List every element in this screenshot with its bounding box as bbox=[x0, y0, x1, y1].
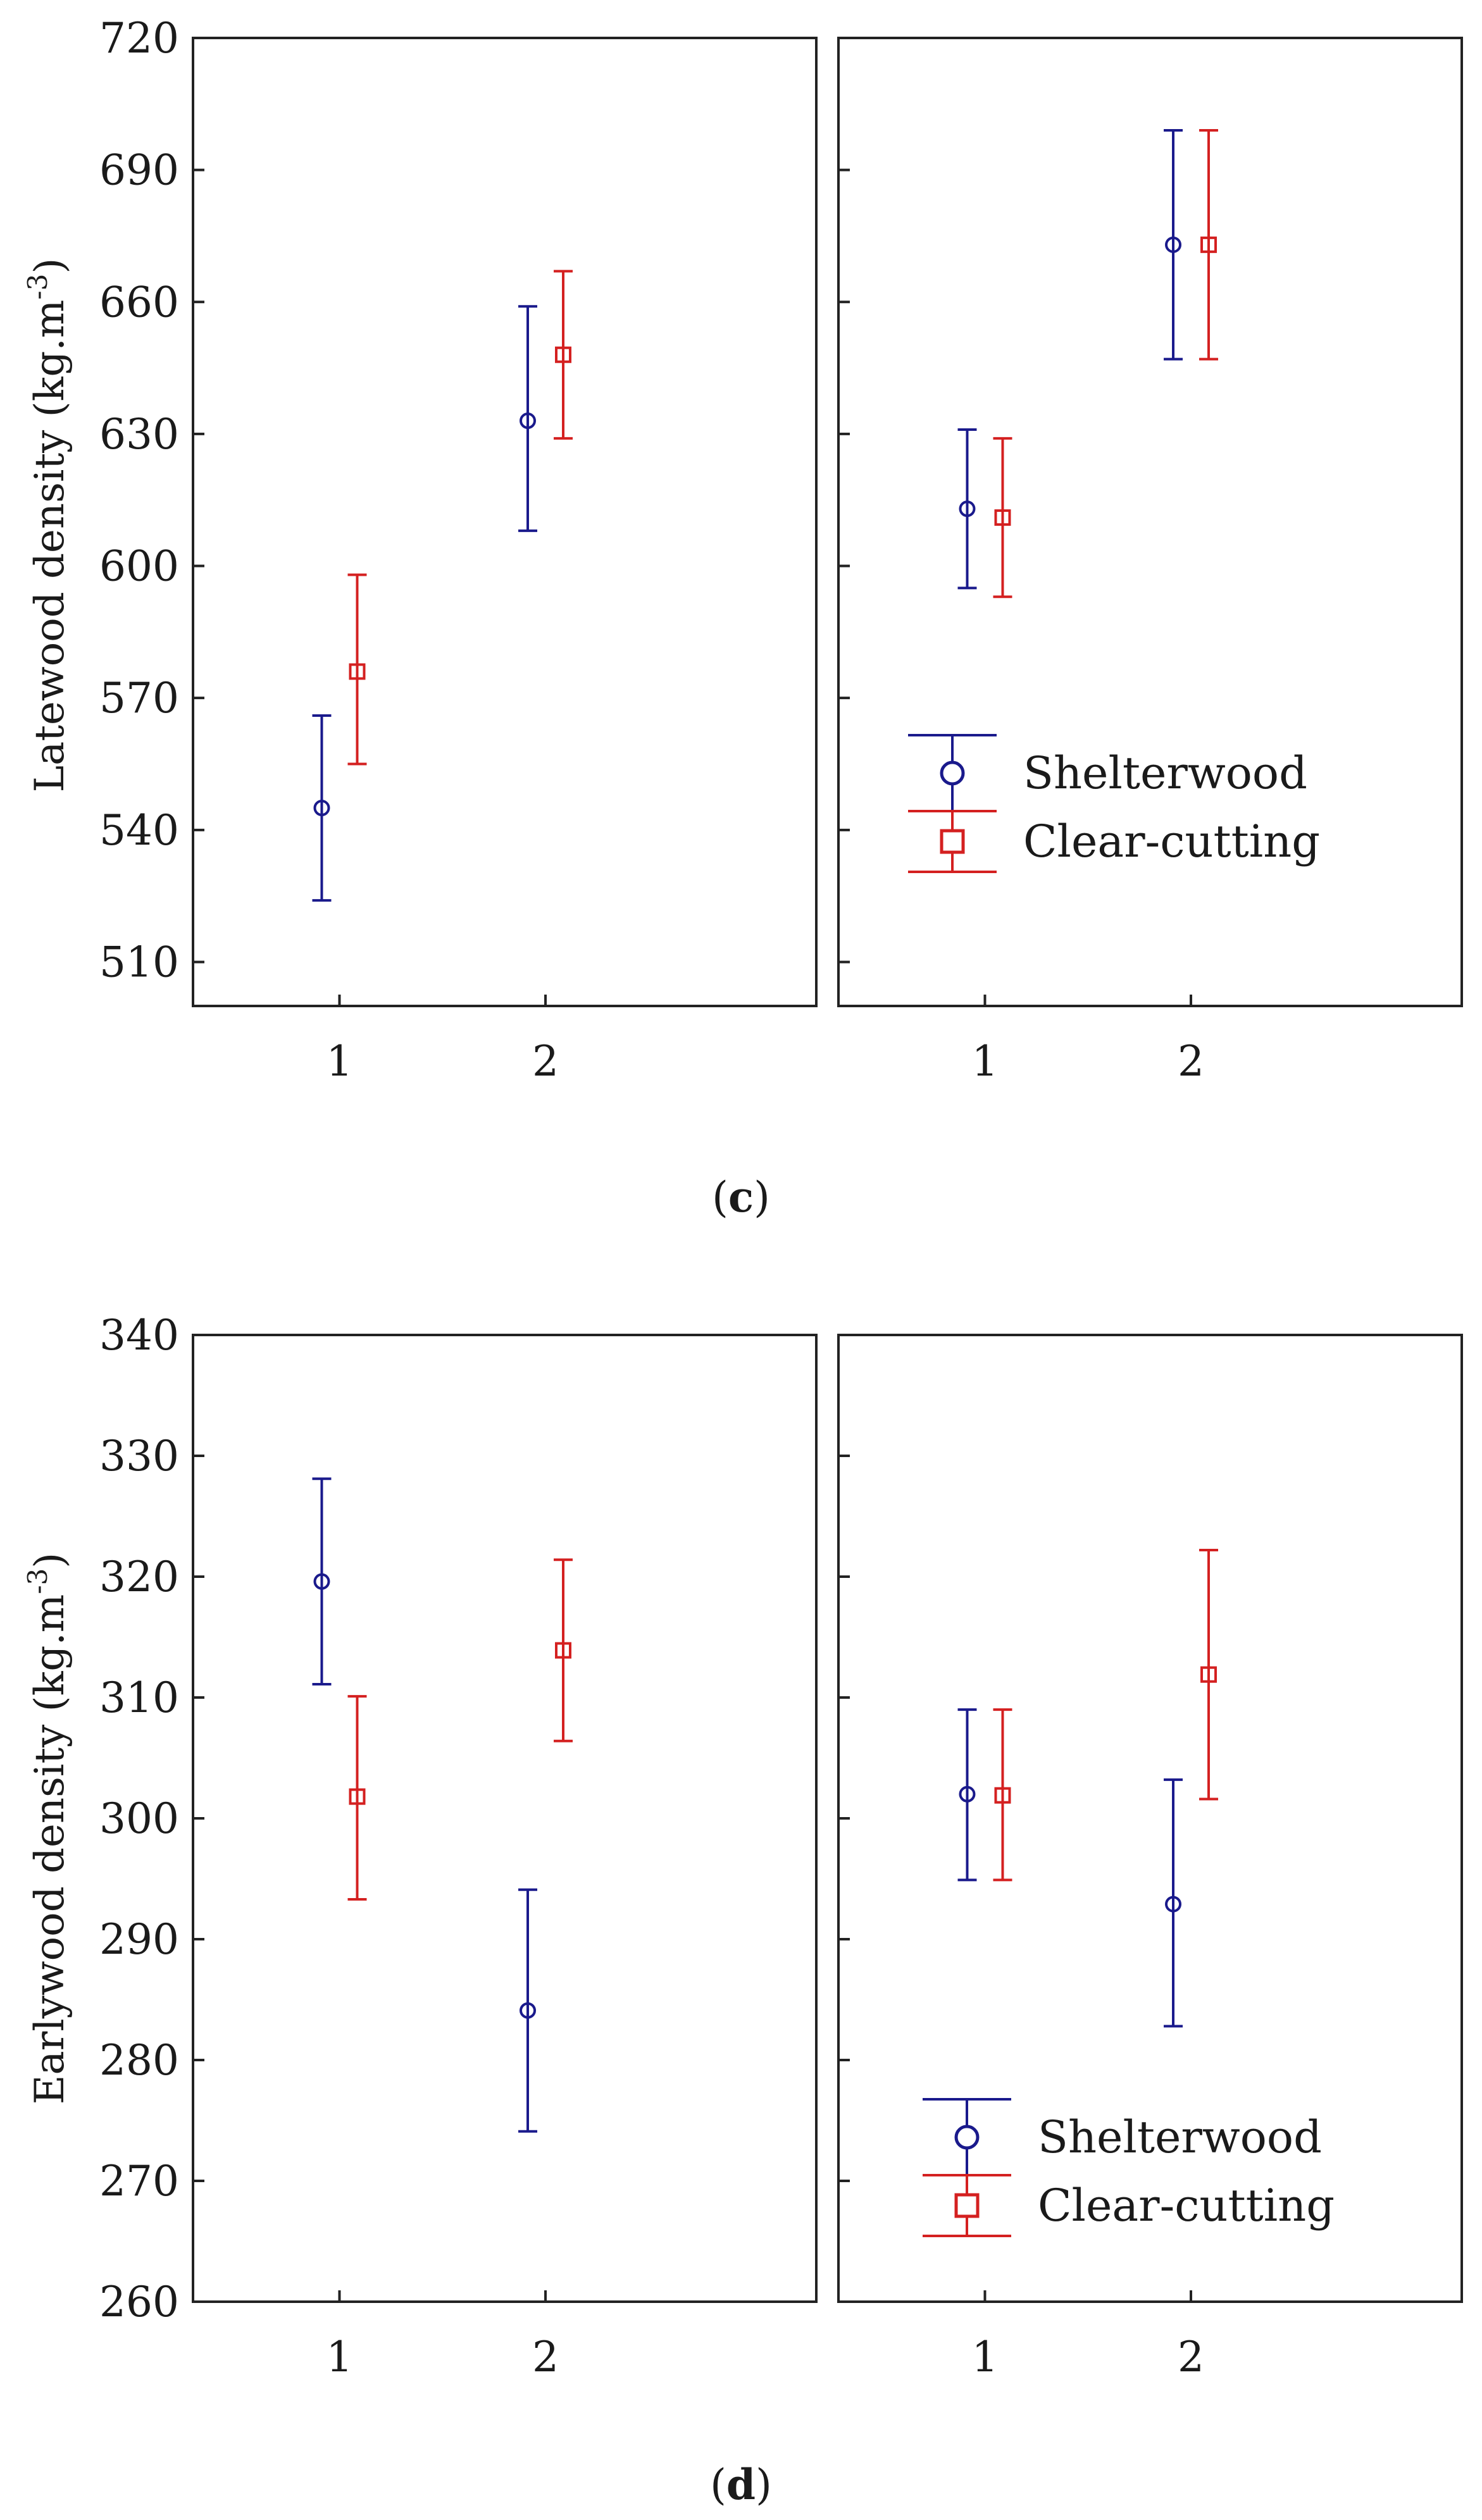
subplot-c-left: 510 540 570 600 630 660 690 720 1 2 bbox=[99, 14, 818, 1086]
y-tick-label: 280 bbox=[99, 2036, 179, 2085]
shelterwood-point bbox=[959, 1785, 976, 1803]
x-tick-label: 2 bbox=[1178, 2333, 1204, 2381]
legend-entry-shelterwood: Shelterwood bbox=[923, 2098, 1322, 2176]
clear-cutting-point bbox=[349, 1788, 366, 1805]
y-tick-label: 310 bbox=[99, 1673, 179, 1722]
plot-frame bbox=[837, 37, 1463, 1007]
legend-label-clear-cutting: Clear-cutting bbox=[1023, 816, 1320, 867]
clear-cutting-point bbox=[1200, 1666, 1217, 1683]
shelterwood-errorbar bbox=[1164, 129, 1183, 361]
plot-frame bbox=[192, 37, 818, 1007]
y-tick-label: 270 bbox=[99, 2157, 179, 2206]
y-tick-label: 510 bbox=[99, 938, 179, 986]
legend-marker-square bbox=[940, 829, 965, 854]
clear-cutting-point bbox=[555, 1642, 572, 1659]
clear-cutting-point bbox=[1200, 236, 1217, 253]
clear-cutting-errorbar bbox=[993, 437, 1012, 599]
clear-cutting-errorbar bbox=[347, 1695, 367, 1901]
shelterwood-errorbar bbox=[518, 1888, 538, 2133]
legend-d: Shelterwood Clear-cutting bbox=[923, 2098, 1335, 2237]
legend-label-shelterwood: Shelterwood bbox=[1023, 747, 1307, 799]
x-tick-label: 2 bbox=[1178, 1037, 1204, 1086]
legend-c: Shelterwood Clear-cutting bbox=[908, 734, 1320, 873]
y-axis-label-c: Latewood density (kg.m-3) bbox=[22, 258, 73, 793]
shelterwood-point bbox=[520, 2002, 537, 2019]
panel-label-d: (d) bbox=[710, 2460, 772, 2509]
y-tick-label: 570 bbox=[99, 674, 179, 723]
shelterwood-errorbar bbox=[1164, 1778, 1183, 2028]
x-tick-label: 1 bbox=[326, 1037, 352, 1086]
legend-label-shelterwood: Shelterwood bbox=[1038, 2111, 1322, 2163]
legend-entry-clear-cutting: Clear-cutting bbox=[908, 810, 1320, 873]
legend-entry-clear-cutting: Clear-cutting bbox=[923, 2174, 1335, 2237]
legend-marker-circle bbox=[940, 760, 965, 786]
y-axis-label-d: Earlywood density (kg.m-3) bbox=[22, 1553, 73, 2104]
clear-cutting-errorbar bbox=[554, 1558, 573, 1742]
y-tick-label: 630 bbox=[99, 410, 179, 459]
legend-marker-square bbox=[954, 2193, 980, 2218]
x-tick-label: 1 bbox=[326, 2333, 352, 2381]
y-tick-label: 300 bbox=[99, 1794, 179, 1843]
shelterwood-point bbox=[1165, 1896, 1182, 1913]
panel-c: Latewood density (kg.m-3) 510 540 570 600 63… bbox=[22, 14, 1463, 1222]
clear-cutting-errorbar bbox=[1199, 129, 1219, 361]
y-tick-label: 260 bbox=[99, 2278, 179, 2326]
y-tick-label: 660 bbox=[99, 278, 179, 326]
clear-cutting-point bbox=[994, 509, 1011, 526]
shelterwood-point bbox=[959, 500, 976, 518]
clear-cutting-errorbar bbox=[1199, 1548, 1219, 1801]
x-tick-label: 2 bbox=[532, 1037, 559, 1086]
clear-cutting-point bbox=[555, 346, 572, 363]
clear-cutting-point bbox=[349, 663, 366, 680]
clear-cutting-errorbar bbox=[347, 573, 367, 766]
shelterwood-errorbar bbox=[312, 1477, 332, 1685]
shelterwood-point bbox=[1165, 236, 1182, 253]
legend-entry-shelterwood: Shelterwood bbox=[908, 734, 1307, 812]
shelterwood-errorbar bbox=[957, 428, 977, 590]
shelterwood-errorbar bbox=[312, 714, 332, 902]
x-tick-label: 1 bbox=[971, 2333, 998, 2381]
x-tick-label: 1 bbox=[971, 1037, 998, 1086]
shelterwood-point bbox=[520, 413, 537, 430]
y-tick-label: 340 bbox=[99, 1311, 179, 1360]
y-tick-label: 600 bbox=[99, 542, 179, 591]
x-tick-label: 2 bbox=[532, 2333, 559, 2381]
y-tick-label: 330 bbox=[99, 1432, 179, 1480]
y-tick-label: 540 bbox=[99, 806, 179, 855]
y-tick-label: 720 bbox=[99, 14, 179, 63]
clear-cutting-point bbox=[994, 1787, 1011, 1804]
panel-d: Earlywood density (kg.m-3) 260 270 280 290 3… bbox=[22, 1311, 1463, 2509]
plot-frame bbox=[192, 1334, 818, 2303]
legend-label-clear-cutting: Clear-cutting bbox=[1038, 2180, 1335, 2231]
y-tick-label: 690 bbox=[99, 146, 179, 195]
subplot-d-left: 260 270 280 290 300 310 320 330 340 1 2 bbox=[99, 1311, 818, 2381]
shelterwood-errorbar bbox=[518, 305, 538, 532]
shelterwood-point bbox=[313, 1573, 330, 1590]
legend-marker-circle bbox=[954, 2125, 980, 2150]
y-tick-label: 290 bbox=[99, 1915, 179, 1964]
clear-cutting-errorbar bbox=[993, 1708, 1012, 1882]
shelterwood-point bbox=[313, 800, 330, 817]
shelterwood-errorbar bbox=[957, 1708, 977, 1882]
y-tick-label: 320 bbox=[99, 1553, 179, 1601]
clear-cutting-errorbar bbox=[554, 270, 573, 440]
panel-label-c: (c) bbox=[712, 1172, 770, 1222]
